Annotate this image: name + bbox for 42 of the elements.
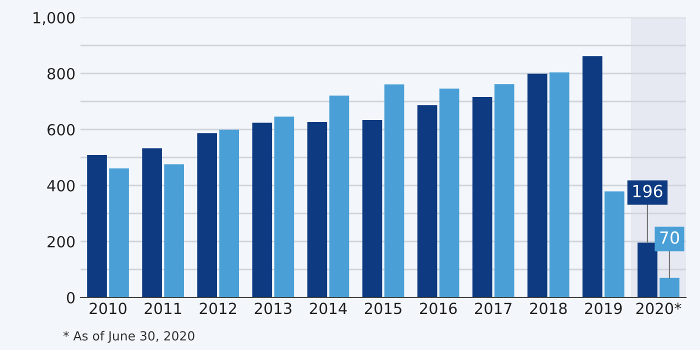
bar xyxy=(142,148,162,298)
bar xyxy=(329,96,350,298)
data-label: 196 xyxy=(633,184,662,198)
x-tick-label: 2019 xyxy=(585,302,622,314)
x-tick-label: 2016 xyxy=(420,302,457,314)
x-tick-label: 2015 xyxy=(364,302,402,314)
bar xyxy=(362,120,382,298)
x-tick-label: 2014 xyxy=(310,302,347,314)
x-tick-label: 2018 xyxy=(530,302,567,314)
x-tick-label: 2017 xyxy=(475,302,512,314)
y-tick-label: 600 xyxy=(48,124,75,136)
bar xyxy=(274,116,294,298)
bar xyxy=(219,130,240,298)
bar xyxy=(638,242,658,298)
bar xyxy=(197,133,218,298)
y-tick-label: 0 xyxy=(66,292,75,304)
bar xyxy=(549,72,570,298)
bar xyxy=(164,164,184,298)
bar xyxy=(87,154,107,298)
bar xyxy=(604,191,624,298)
data-label: 70 xyxy=(660,231,679,244)
bar xyxy=(582,56,602,298)
x-tick-label: 2012 xyxy=(200,302,236,314)
bar xyxy=(527,74,548,298)
x-tick-label: 2020* xyxy=(636,302,682,314)
y-tick-label: 800 xyxy=(48,68,75,80)
bar xyxy=(494,84,514,298)
bar xyxy=(252,122,272,298)
bar xyxy=(472,97,492,298)
bar xyxy=(439,88,460,298)
x-tick-label: 2010 xyxy=(90,302,126,314)
x-tick-label: 2011 xyxy=(144,302,182,314)
bar xyxy=(384,84,404,298)
bar xyxy=(307,122,328,298)
y-tick-label: 200 xyxy=(48,236,75,248)
text: * As of June 30, 2020 xyxy=(63,330,194,343)
bar xyxy=(109,168,129,298)
x-tick-label: 2013 xyxy=(254,302,292,314)
y-tick-label: 1,000 xyxy=(34,12,75,26)
y-tick-label: 400 xyxy=(47,180,75,192)
bar xyxy=(417,105,438,298)
bar xyxy=(660,278,680,298)
